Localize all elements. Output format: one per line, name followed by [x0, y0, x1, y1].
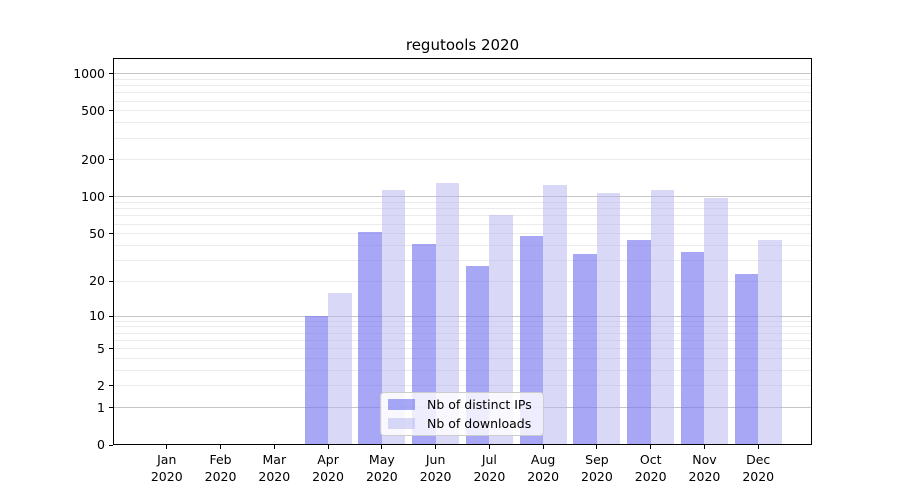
minor-gridline [113, 122, 812, 124]
y-tick [109, 233, 113, 235]
x-tick-label: Dec 2020 [742, 452, 775, 484]
x-tick-label: Aug 2020 [527, 452, 560, 484]
bar-nb-of-downloads-nov [704, 198, 728, 445]
y-tick-label: 1000 [73, 65, 105, 81]
minor-gridline [113, 348, 812, 350]
minor-gridline [113, 223, 812, 225]
y-tick-label: 500 [81, 102, 105, 118]
bar-nb-of-distinct-ips-nov [680, 252, 705, 445]
x-tick [220, 445, 222, 449]
minor-gridline [113, 92, 812, 94]
legend-item-downloads: Nb of downloads [388, 416, 535, 432]
plot-area [113, 58, 812, 445]
bar-nb-of-downloads-sep [596, 193, 621, 445]
minor-gridline [113, 320, 812, 322]
legend-label-downloads: Nb of downloads [427, 415, 532, 431]
y-tick [109, 444, 113, 446]
legend-label-distinct-ips: Nb of distinct IPs [427, 396, 532, 412]
x-tick [166, 445, 168, 449]
bar-nb-of-downloads-may [381, 189, 406, 445]
minor-gridline [113, 339, 812, 341]
bar-nb-of-distinct-ips-sep [573, 253, 597, 445]
y-tick-label: 1 [97, 399, 105, 415]
minor-gridline [113, 208, 812, 210]
chart-title: regutools 2020 [405, 36, 520, 54]
x-tick [435, 445, 437, 449]
bar-nb-of-distinct-ips-oct [627, 240, 651, 445]
x-tick-label: Mar 2020 [258, 452, 291, 484]
y-tick [109, 407, 113, 409]
x-tick-label: Nov 2020 [688, 452, 721, 484]
bar-nb-of-distinct-ips-dec [734, 274, 759, 445]
legend-swatch-distinct-ips [388, 399, 415, 410]
y-tick-label: 10 [89, 308, 105, 324]
x-tick-label: Jun 2020 [419, 452, 452, 484]
x-tick [703, 445, 705, 449]
minor-gridline [113, 369, 812, 371]
bar-nb-of-downloads-apr [328, 292, 352, 445]
y-tick [109, 73, 113, 75]
y-tick [109, 348, 113, 350]
bar-nb-of-downloads-dec [758, 240, 782, 445]
minor-gridline [113, 159, 812, 161]
x-tick [650, 445, 652, 449]
y-tick-label: 5 [97, 340, 105, 356]
minor-gridline [113, 78, 812, 80]
minor-gridline [113, 85, 812, 87]
y-tick-label: 20 [89, 273, 105, 289]
y-tick-label: 0 [97, 437, 105, 452]
x-tick [542, 445, 544, 449]
minor-gridline [113, 259, 812, 261]
major-gridline [113, 196, 812, 198]
minor-gridline [113, 358, 812, 359]
bar-nb-of-downloads-jun [435, 183, 460, 445]
y-tick [109, 196, 113, 198]
minor-gridline [113, 100, 812, 102]
y-tick [109, 315, 113, 317]
legend: Nb of distinct IPs Nb of downloads [380, 392, 544, 436]
bar-nb-of-distinct-ips-apr [304, 316, 329, 445]
bar-nb-of-downloads-aug [543, 185, 567, 445]
minor-gridline [113, 244, 812, 246]
legend-item-distinct-ips: Nb of distinct IPs [388, 397, 535, 413]
minor-gridline [113, 280, 812, 282]
x-tick [327, 445, 329, 449]
bar-nb-of-distinct-ips-may [358, 231, 382, 445]
x-tick-label: May 2020 [365, 452, 398, 484]
y-tick [109, 280, 113, 282]
bar-nb-of-downloads-oct [650, 189, 675, 445]
minor-gridline [113, 110, 812, 112]
x-tick-label: Feb 2020 [204, 452, 237, 484]
minor-gridline [113, 137, 812, 139]
minor-gridline [113, 326, 812, 328]
y-tick [109, 159, 113, 161]
x-tick [596, 445, 598, 449]
minor-gridline [113, 332, 812, 334]
x-tick-label: Jan 2020 [150, 452, 183, 484]
x-tick [488, 445, 490, 449]
bar-nb-of-downloads-jul [489, 215, 513, 445]
y-tick-label: 50 [89, 225, 105, 241]
major-gridline [113, 73, 812, 75]
minor-gridline [113, 385, 812, 387]
x-tick-label: Apr 2020 [312, 452, 344, 484]
x-tick-label: Sep 2020 [581, 452, 613, 484]
minor-gridline [113, 233, 812, 235]
y-tick-label: 100 [81, 188, 105, 204]
y-tick-label: 2 [97, 377, 105, 393]
y-tick-label: 200 [81, 151, 105, 167]
x-tick [381, 445, 383, 449]
y-tick [109, 110, 113, 112]
x-tick-label: Oct 2020 [634, 452, 667, 484]
y-tick [109, 385, 113, 387]
x-tick-label: Jul 2020 [473, 452, 506, 484]
minor-gridline [113, 215, 812, 217]
legend-swatch-downloads [388, 418, 415, 429]
x-tick [273, 445, 275, 449]
x-tick [757, 445, 759, 449]
major-gridline [113, 315, 812, 317]
minor-gridline [113, 202, 812, 204]
